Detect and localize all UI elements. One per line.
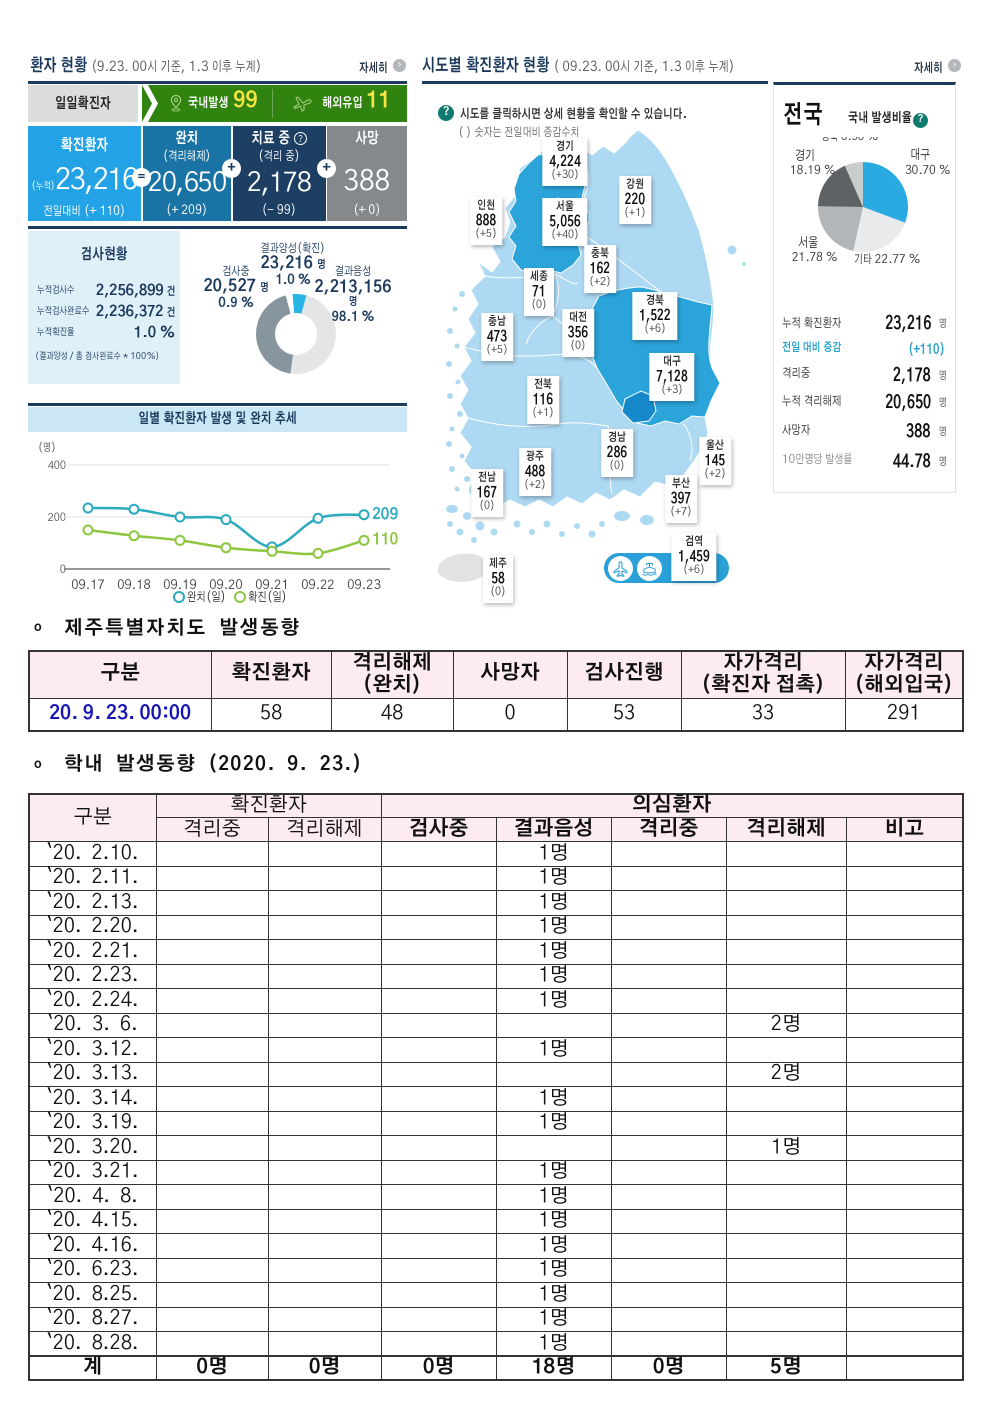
svg-text:400: 400	[48, 460, 66, 472]
svg-text:09.23: 09.23	[347, 579, 380, 592]
svg-text:200: 200	[48, 512, 66, 524]
svg-text:209: 209	[372, 506, 399, 523]
svg-text:110: 110	[372, 531, 399, 548]
svg-text:확진(일): 확진(일)	[248, 590, 287, 604]
svg-text:완치(일): 완치(일)	[187, 590, 226, 604]
svg-text:09.20: 09.20	[209, 579, 242, 592]
svg-text:09.17: 09.17	[71, 579, 104, 592]
svg-text:09.18: 09.18	[117, 579, 150, 592]
svg-text:09.21: 09.21	[255, 579, 288, 592]
svg-text:0: 0	[60, 564, 66, 576]
svg-text:09.22: 09.22	[301, 579, 334, 592]
svg-text:09.19: 09.19	[163, 579, 196, 592]
